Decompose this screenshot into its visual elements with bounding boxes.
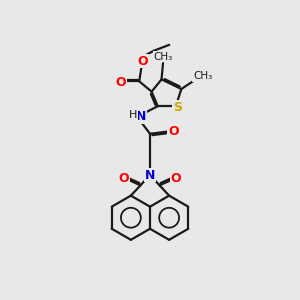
- Text: N: N: [145, 169, 155, 182]
- Text: S: S: [173, 101, 182, 114]
- Text: O: O: [138, 55, 148, 68]
- Text: N: N: [136, 110, 146, 123]
- Text: O: O: [171, 172, 182, 185]
- Text: O: O: [168, 125, 179, 138]
- Text: O: O: [118, 172, 129, 185]
- Text: O: O: [116, 76, 126, 89]
- Text: H: H: [129, 110, 138, 120]
- Text: CH₃: CH₃: [193, 71, 212, 81]
- Text: CH₃: CH₃: [153, 52, 172, 62]
